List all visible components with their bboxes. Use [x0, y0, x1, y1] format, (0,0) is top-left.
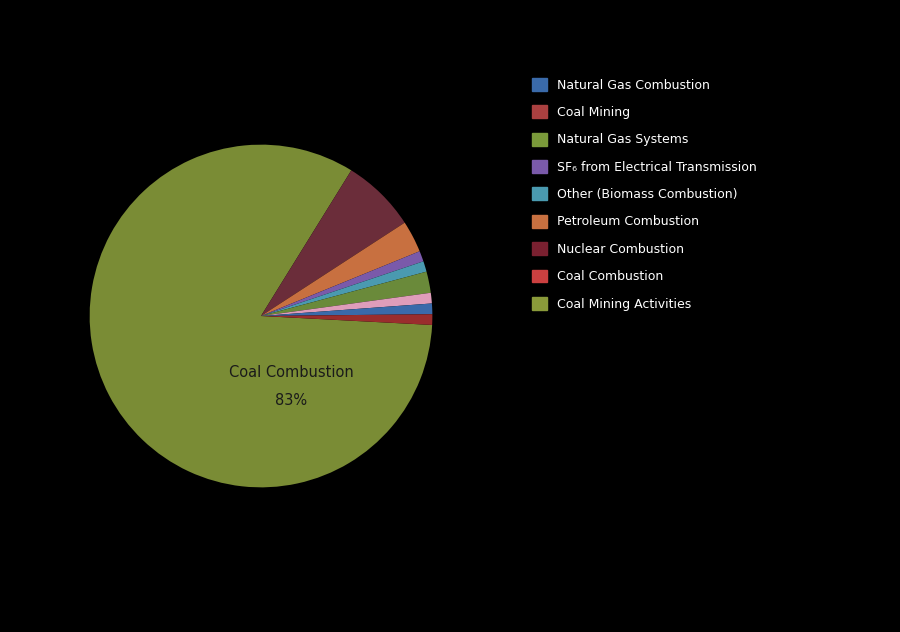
- Wedge shape: [261, 303, 432, 316]
- Text: 83%: 83%: [275, 393, 307, 408]
- Wedge shape: [261, 222, 419, 316]
- Legend: Natural Gas Combustion, Coal Mining, Natural Gas Systems, SF₆ from Electrical Tr: Natural Gas Combustion, Coal Mining, Nat…: [526, 71, 762, 317]
- Wedge shape: [261, 314, 432, 325]
- Wedge shape: [261, 171, 405, 316]
- Wedge shape: [90, 145, 432, 487]
- Wedge shape: [261, 262, 427, 316]
- Wedge shape: [261, 272, 431, 316]
- Wedge shape: [261, 293, 432, 316]
- Wedge shape: [261, 252, 423, 316]
- Text: Coal Combustion: Coal Combustion: [229, 365, 354, 380]
